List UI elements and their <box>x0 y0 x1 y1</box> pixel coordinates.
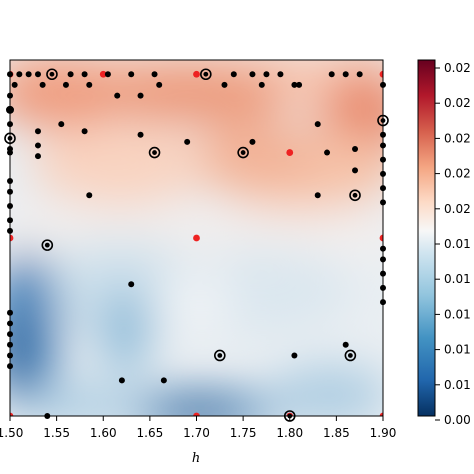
black-point <box>356 71 363 78</box>
black-point <box>137 131 144 138</box>
x-axis: 1.50 1.55 1.60 1.65 1.70 1.75 1.80 1.85 1.90 <box>0 416 396 440</box>
x-axis-label: h <box>192 451 200 466</box>
black-point <box>296 81 303 88</box>
colorbar-tick-label: 0.00 <box>444 413 471 427</box>
red-point <box>379 412 383 416</box>
black-point <box>291 81 298 88</box>
black-point <box>67 71 74 78</box>
red-point <box>10 234 14 242</box>
black-point <box>39 81 46 88</box>
black-point <box>347 353 353 358</box>
black-point <box>263 71 270 78</box>
red-point <box>193 412 200 416</box>
black-point <box>152 150 157 155</box>
black-point <box>277 71 284 78</box>
black-point <box>49 71 55 77</box>
black-point <box>62 81 69 88</box>
colorbar-axis: 0.00 0.01 0.01 0.01 0.01 0.01 0.02 0.02 0.02 0.02… <box>435 61 471 427</box>
black-point <box>114 92 121 99</box>
black-point <box>156 81 163 88</box>
black-point <box>34 128 41 135</box>
black-point-ring <box>214 349 226 362</box>
black-point <box>86 81 93 88</box>
black-point <box>81 71 88 78</box>
black-point <box>137 92 144 99</box>
black-point <box>352 167 359 174</box>
black-point <box>34 142 41 149</box>
black-point <box>324 149 331 156</box>
black-point <box>249 138 256 145</box>
black-point <box>151 71 158 78</box>
black-point-ring <box>41 239 54 251</box>
colorbar-tick-label: 0.01 <box>444 343 471 357</box>
black-point <box>128 281 135 288</box>
black-point <box>203 71 209 77</box>
black-point <box>118 377 125 384</box>
black-point <box>249 71 256 78</box>
red-point <box>379 70 383 78</box>
colorbar-tick-label: 0.02 <box>444 131 471 145</box>
black-point <box>230 71 237 78</box>
colorbar-tick-label: 0.01 <box>444 378 471 392</box>
colorbar-tick-label: 0.01 <box>444 237 471 251</box>
colorbar-tick-label: 0.02 <box>444 96 471 110</box>
x-tick-label: 1.80 <box>276 426 303 440</box>
colorbar-tick-label: 0.02 <box>444 167 471 181</box>
black-point <box>258 81 265 88</box>
red-point <box>193 234 200 242</box>
x-tick-label: 1.90 <box>370 426 397 440</box>
black-point <box>104 71 111 78</box>
black-point-ring <box>237 146 249 159</box>
black-point <box>160 377 167 384</box>
black-point <box>184 138 191 145</box>
x-tick-label: 1.70 <box>183 426 210 440</box>
black-point-ring <box>344 349 357 362</box>
black-point-ring <box>349 189 361 202</box>
black-point <box>342 71 349 78</box>
black-point <box>11 81 18 88</box>
black-point-ring <box>148 146 161 159</box>
black-point <box>221 81 228 88</box>
colorbar-tick-label: 0.01 <box>444 307 471 321</box>
black-point <box>25 71 32 78</box>
red-point <box>99 70 107 78</box>
black-point <box>291 352 298 359</box>
red-point <box>286 149 294 156</box>
black-point <box>58 121 65 128</box>
black-point <box>328 71 335 78</box>
colorbar-tick-label: 0.02 <box>444 202 471 216</box>
black-point <box>342 341 349 348</box>
black-point <box>34 153 41 160</box>
colorbar <box>417 59 436 417</box>
x-tick-label: 1.75 <box>230 426 257 440</box>
black-point <box>34 71 41 78</box>
colorbar-tick-label: 0.01 <box>444 272 471 286</box>
x-tick-label: 1.85 <box>323 426 350 440</box>
x-tick-label: 1.50 <box>0 426 23 440</box>
contour-field <box>10 60 383 416</box>
black-point <box>352 192 358 198</box>
black-point <box>44 242 50 248</box>
x-tick-label: 1.65 <box>137 426 164 440</box>
black-point <box>352 146 359 152</box>
black-point-ring <box>46 68 58 81</box>
red-point <box>193 70 200 78</box>
black-point <box>314 121 321 128</box>
black-point <box>128 71 135 78</box>
red-point <box>10 412 14 416</box>
colorbar-tick-label: 0.02 <box>444 61 471 75</box>
black-point <box>217 353 223 358</box>
x-tick-label: 1.55 <box>43 426 70 440</box>
red-point <box>379 234 383 242</box>
black-point <box>86 192 93 199</box>
x-tick-label: 1.60 <box>90 426 117 440</box>
black-point <box>240 150 246 155</box>
black-point-ring <box>200 68 212 81</box>
black-point <box>81 128 88 135</box>
black-point <box>16 71 23 78</box>
black-point <box>314 192 321 199</box>
